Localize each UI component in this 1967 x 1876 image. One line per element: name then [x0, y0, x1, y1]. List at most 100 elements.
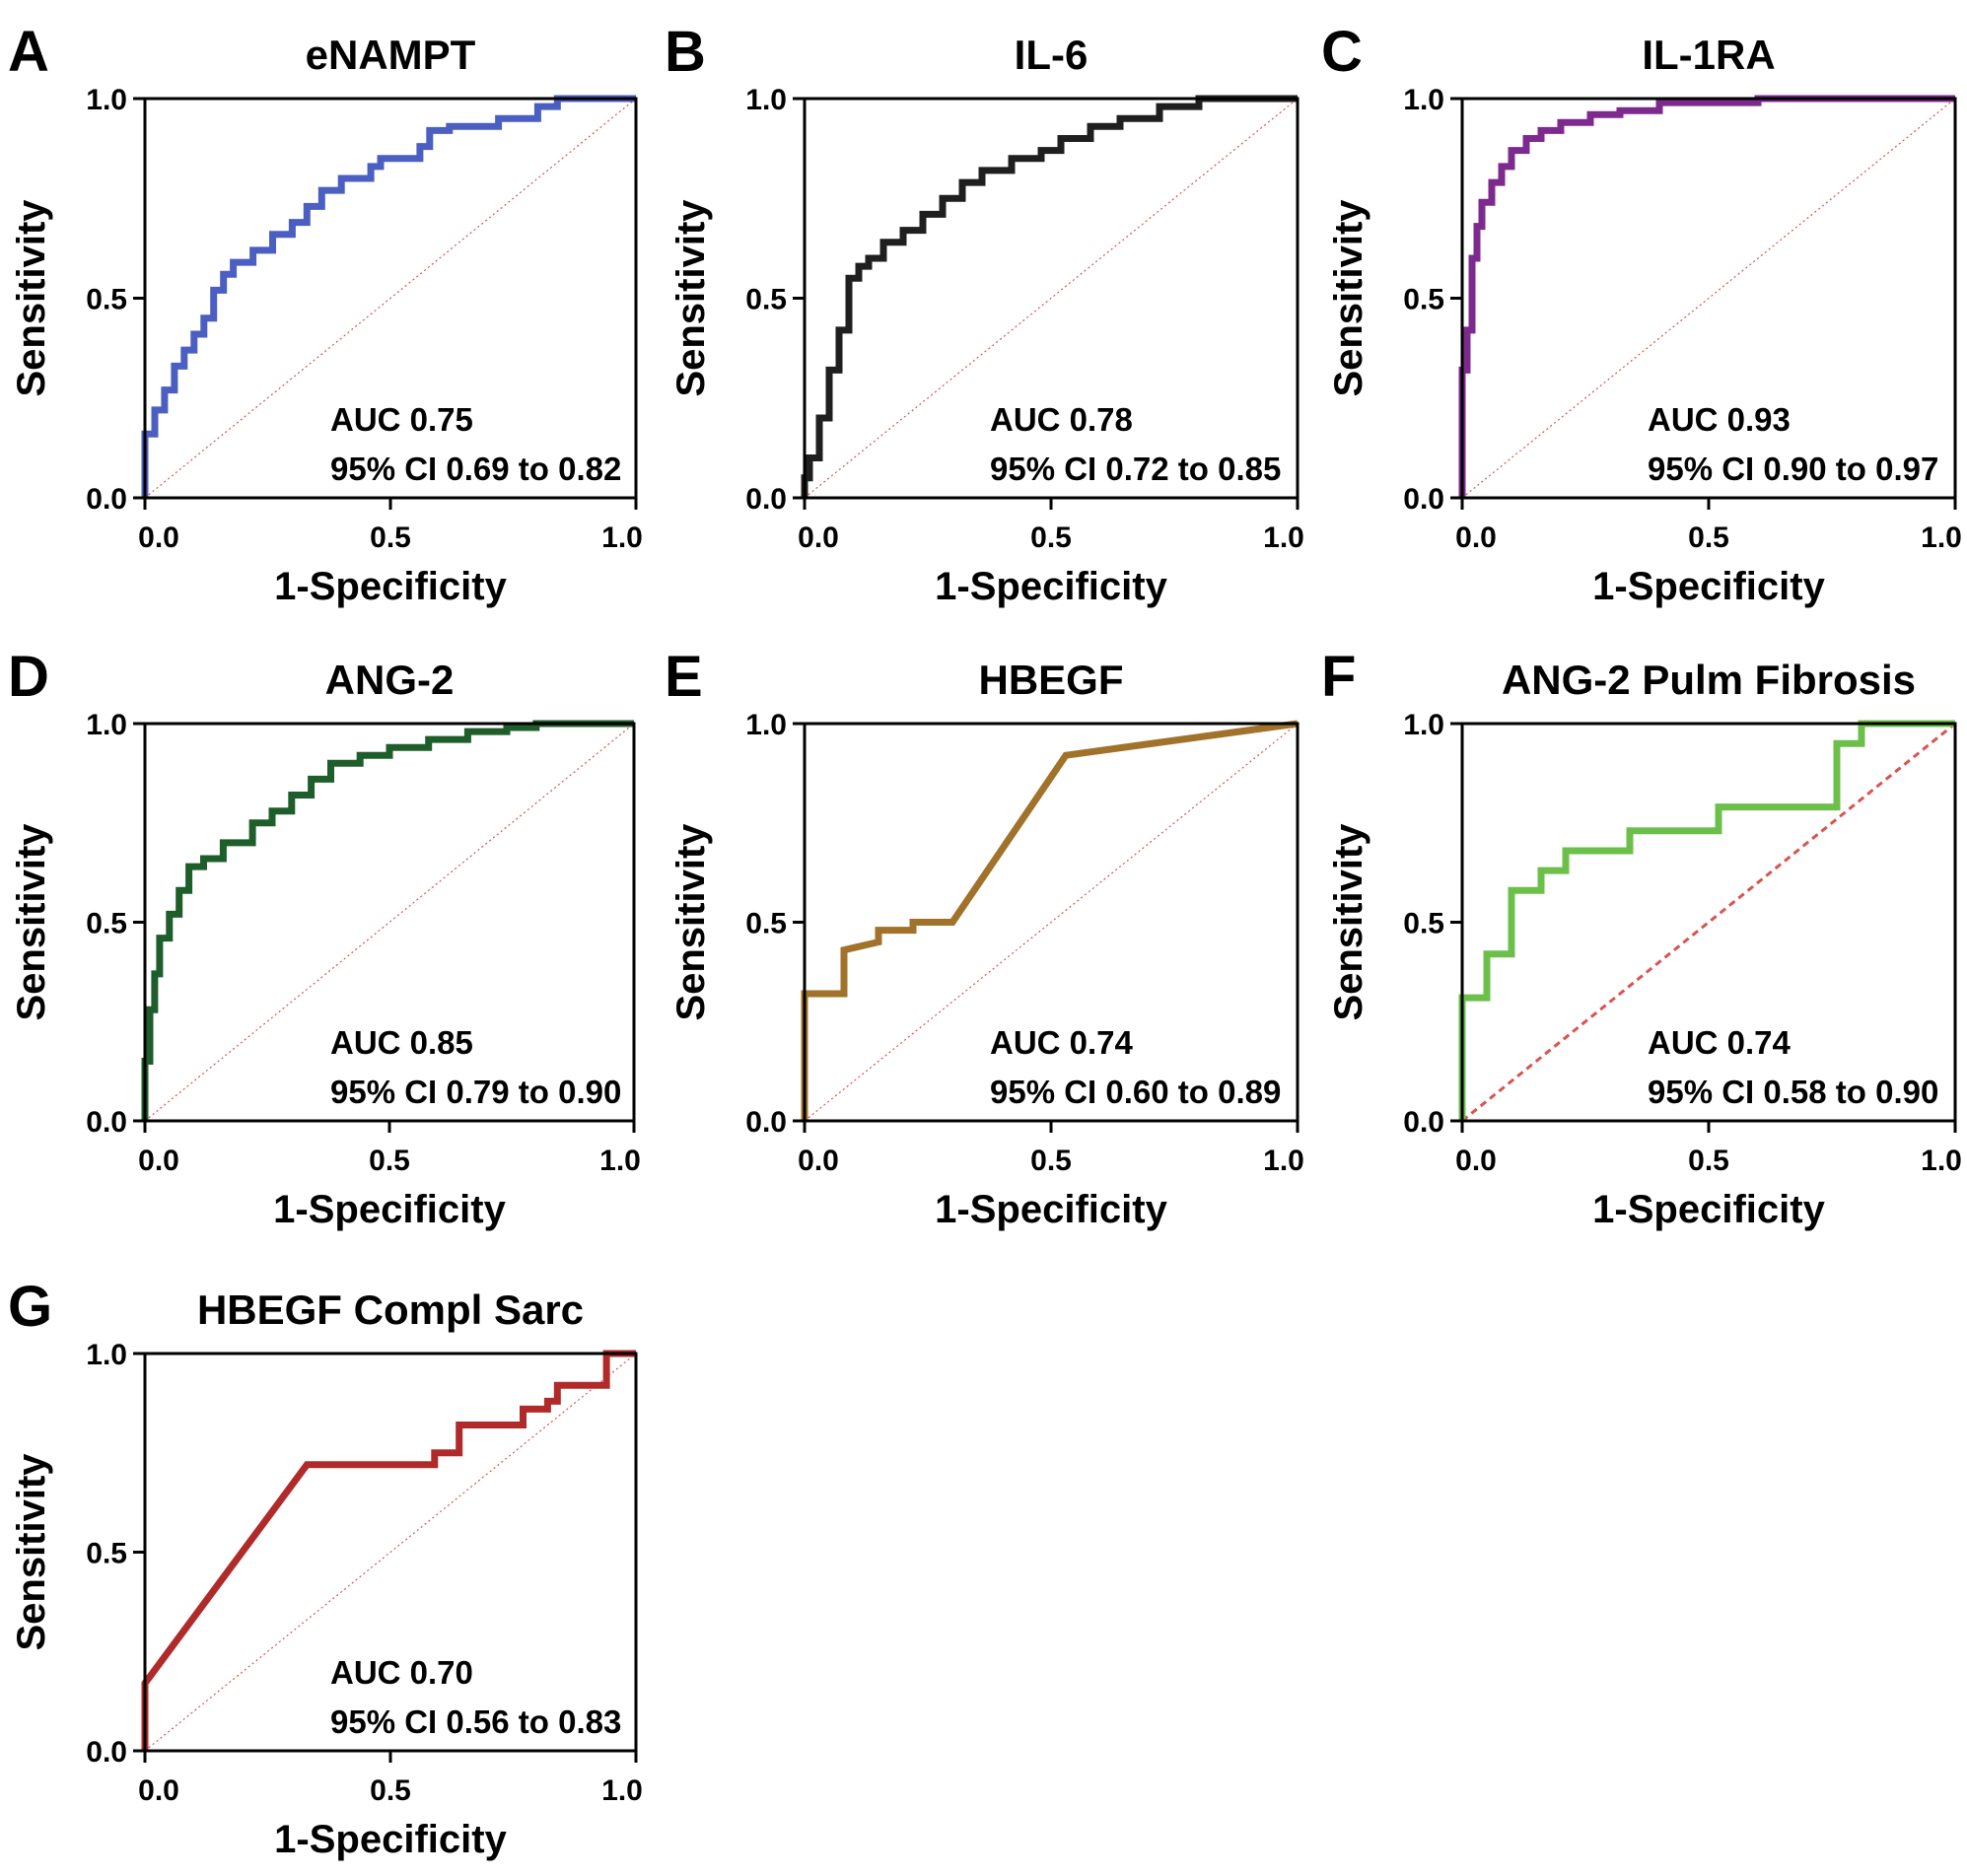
y-tick-label: 0.5 — [745, 908, 787, 940]
x-tick-label: 0.5 — [1688, 521, 1729, 554]
y-axis-label: Sensitivity — [1327, 823, 1370, 1021]
y-tick-label: 0.0 — [86, 1106, 127, 1139]
roc-curve — [141, 720, 634, 1121]
x-tick-label: 1.0 — [601, 1774, 643, 1807]
panel-letter: D — [8, 645, 49, 709]
y-tick-label: 1.0 — [86, 84, 127, 116]
panel-letter: F — [1321, 645, 1356, 709]
y-tick-label: 0.0 — [745, 1106, 787, 1139]
x-tick-label: 0.0 — [138, 521, 179, 554]
y-tick-label: 0.0 — [86, 1736, 127, 1769]
reference-diagonal — [144, 1353, 637, 1752]
y-tick-label: 0.5 — [86, 284, 127, 316]
x-tick-label: 0.5 — [370, 521, 411, 554]
y-tick-label: 0.0 — [1403, 1106, 1444, 1139]
y-tick-label: 0.5 — [1403, 908, 1444, 940]
x-tick-label: 0.0 — [138, 1145, 179, 1177]
panel-title: eNAMPT — [306, 32, 476, 78]
x-axis-label: 1-Specificity — [935, 1188, 1167, 1231]
x-tick-label: 1.0 — [601, 521, 643, 554]
x-axis-label: 1-Specificity — [1592, 565, 1825, 608]
x-tick-label: 0.0 — [798, 521, 839, 554]
panel-letter: G — [8, 1275, 52, 1339]
x-axis-label: 1-Specificity — [1592, 1188, 1825, 1231]
y-tick-label: 1.0 — [745, 709, 787, 741]
panel-title: ANG-2 Pulm Fibrosis — [1502, 657, 1916, 703]
panel-e: E HBEGF 0.0 0.5 1.0 0.0 0.5 1.0 1-Specificity Sen… — [665, 645, 1304, 1231]
x-tick-label: 1.0 — [1263, 1145, 1304, 1177]
panel-title: HBEGF — [979, 657, 1124, 703]
x-axis-label: 1-Specificity — [273, 1188, 506, 1231]
roc-curve — [801, 95, 1298, 498]
x-tick-label: 0.5 — [369, 1145, 410, 1177]
auc-value: AUC 0.75 — [330, 401, 473, 438]
panel-c: C IL-1RA 0.0 0.5 1.0 0.0 0.5 1.0 1-Specificity Se… — [1321, 20, 1962, 608]
x-axis-label: 1-Specificity — [935, 565, 1167, 608]
y-tick-label: 1.0 — [745, 84, 787, 116]
roc-curve — [1458, 95, 1955, 498]
auc-value: AUC 0.85 — [330, 1024, 473, 1061]
panel-letter: C — [1321, 20, 1363, 84]
x-tick-label: 1.0 — [1921, 521, 1962, 554]
reference-diagonal — [1461, 722, 1956, 1123]
x-tick-label: 0.5 — [370, 1774, 411, 1807]
panel-title: HBEGF Compl Sarc — [197, 1286, 584, 1333]
y-tick-label: 0.5 — [86, 908, 127, 940]
x-axis-label: 1-Specificity — [274, 565, 507, 608]
auc-value: AUC 0.74 — [1648, 1024, 1791, 1061]
x-tick-label: 0.5 — [1030, 521, 1072, 554]
panel-d: D ANG-2 0.0 0.5 1.0 0.0 0.5 1.0 1-Specificity Sen… — [8, 645, 641, 1231]
x-axis-label: 1-Specificity — [274, 1818, 507, 1861]
y-axis-label: Sensitivity — [10, 823, 53, 1021]
y-axis-label: Sensitivity — [10, 1453, 53, 1651]
reference-diagonal — [144, 98, 637, 499]
y-axis-label: Sensitivity — [669, 823, 713, 1021]
reference-diagonal — [144, 723, 635, 1122]
y-axis-label: Sensitivity — [669, 199, 713, 397]
y-tick-label: 0.0 — [745, 483, 787, 516]
confidence-interval: 95% CI 0.69 to 0.82 — [330, 451, 621, 487]
panel-letter: E — [665, 645, 703, 709]
panel-title: ANG-2 — [325, 657, 455, 703]
y-axis-label: Sensitivity — [1327, 199, 1370, 397]
confidence-interval: 95% CI 0.90 to 0.97 — [1648, 451, 1938, 487]
x-tick-label: 1.0 — [1921, 1145, 1962, 1177]
reference-diagonal — [1461, 98, 1956, 499]
y-tick-label: 0.0 — [86, 483, 127, 516]
auc-value: AUC 0.93 — [1648, 401, 1791, 438]
y-tick-label: 0.5 — [86, 1538, 127, 1570]
confidence-interval: 95% CI 0.56 to 0.83 — [330, 1703, 621, 1740]
auc-value: AUC 0.70 — [330, 1654, 473, 1691]
roc-curve — [1458, 720, 1955, 1121]
x-tick-label: 0.0 — [1455, 521, 1497, 554]
panel-g: G HBEGF Compl Sarc 0.0 0.5 1.0 0.0 0.5 1.0 1-Spe… — [8, 1275, 643, 1861]
roc-curve — [801, 720, 1299, 1121]
x-tick-label: 0.5 — [1688, 1145, 1729, 1177]
y-tick-label: 1.0 — [1403, 84, 1444, 116]
auc-value: AUC 0.78 — [990, 401, 1133, 438]
roc-curve — [141, 95, 636, 498]
confidence-interval: 95% CI 0.58 to 0.90 — [1648, 1074, 1938, 1110]
panel-title: IL-6 — [1015, 32, 1089, 78]
y-tick-label: 0.5 — [745, 284, 787, 316]
panel-letter: A — [8, 20, 49, 84]
auc-value: AUC 0.74 — [990, 1024, 1134, 1061]
x-tick-label: 0.0 — [138, 1774, 179, 1807]
roc-curve — [141, 1350, 636, 1751]
x-tick-label: 0.0 — [1455, 1145, 1497, 1177]
y-tick-label: 0.0 — [1403, 483, 1444, 516]
x-tick-label: 1.0 — [1263, 521, 1304, 554]
y-tick-label: 1.0 — [1403, 709, 1444, 741]
panel-letter: B — [665, 20, 706, 84]
confidence-interval: 95% CI 0.60 to 0.89 — [990, 1074, 1281, 1110]
panel-f: F ANG-2 Pulm Fibrosis 0.0 0.5 1.0 0.0 0.5 1.0 1-… — [1321, 645, 1962, 1231]
confidence-interval: 95% CI 0.72 to 0.85 — [990, 451, 1281, 487]
y-tick-label: 0.5 — [1403, 284, 1444, 316]
confidence-interval: 95% CI 0.79 to 0.90 — [330, 1074, 621, 1110]
reference-diagonal — [804, 723, 1299, 1122]
panel-title: IL-1RA — [1642, 32, 1775, 78]
y-tick-label: 1.0 — [86, 1339, 127, 1371]
reference-diagonal — [804, 98, 1299, 499]
